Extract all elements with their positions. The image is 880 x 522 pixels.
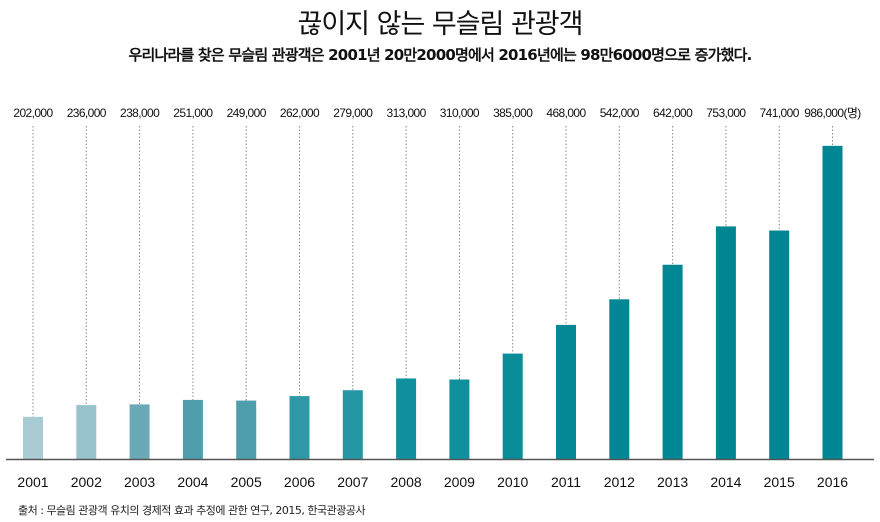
x-tick-label: 2003 bbox=[124, 474, 155, 490]
data-label: 986,000(명) bbox=[804, 106, 861, 120]
data-label: 202,000 bbox=[13, 106, 53, 120]
x-tick-label: 2012 bbox=[604, 474, 635, 490]
data-label: 249,000 bbox=[227, 106, 267, 120]
bar bbox=[76, 405, 97, 459]
data-label: 313,000 bbox=[387, 106, 427, 120]
x-tick-label: 2014 bbox=[710, 474, 741, 490]
bar bbox=[609, 299, 630, 459]
bar bbox=[502, 353, 523, 459]
bar bbox=[236, 400, 257, 459]
bar bbox=[822, 145, 843, 460]
data-label: 310,000 bbox=[440, 106, 480, 120]
bar bbox=[715, 226, 736, 459]
x-tick-label: 2005 bbox=[231, 474, 262, 490]
bar bbox=[129, 404, 150, 459]
x-tick-label: 2007 bbox=[337, 474, 368, 490]
bar bbox=[182, 399, 203, 459]
x-tick-label: 2004 bbox=[177, 474, 208, 490]
data-label: 279,000 bbox=[333, 106, 373, 120]
x-tick-label: 2010 bbox=[497, 474, 528, 490]
bar bbox=[662, 264, 683, 459]
data-label: 236,000 bbox=[67, 106, 107, 120]
bar bbox=[342, 390, 363, 459]
data-label: 468,000 bbox=[546, 106, 586, 120]
bar bbox=[769, 230, 790, 459]
x-tick-label: 2011 bbox=[551, 474, 581, 490]
data-label: 753,000 bbox=[706, 106, 746, 120]
x-tick-label: 2006 bbox=[284, 474, 315, 490]
chart-title: 끊이지 않는 무슬림 관광객 bbox=[297, 9, 584, 40]
x-tick-label: 2009 bbox=[444, 474, 475, 490]
bar bbox=[556, 324, 576, 459]
bar bbox=[449, 379, 470, 459]
chart-subtitle: 우리나라를 찾은 무슬림 관광객은 2001년 20만2000명에서 2016년… bbox=[128, 46, 752, 64]
x-tick-label: 2002 bbox=[71, 474, 102, 490]
x-tick-label: 2013 bbox=[657, 474, 688, 490]
x-tick-label: 2008 bbox=[391, 474, 422, 490]
x-tick-label: 2016 bbox=[817, 474, 848, 490]
x-tick-label: 2015 bbox=[764, 474, 795, 490]
bar bbox=[396, 378, 417, 459]
data-label: 642,000 bbox=[653, 106, 693, 120]
bar bbox=[23, 416, 43, 459]
data-label: 741,000 bbox=[760, 106, 800, 120]
source-note: 출처 : 무슬림 관광객 유치의 경제적 효과 추정에 관한 연구, 2015,… bbox=[18, 504, 366, 517]
data-label: 385,000 bbox=[493, 106, 533, 120]
data-label: 251,000 bbox=[173, 106, 213, 120]
x-tick-label: 2001 bbox=[17, 474, 48, 490]
data-label: 542,000 bbox=[600, 106, 640, 120]
data-label: 238,000 bbox=[120, 106, 160, 120]
bar bbox=[289, 396, 310, 459]
data-label: 262,000 bbox=[280, 106, 320, 120]
